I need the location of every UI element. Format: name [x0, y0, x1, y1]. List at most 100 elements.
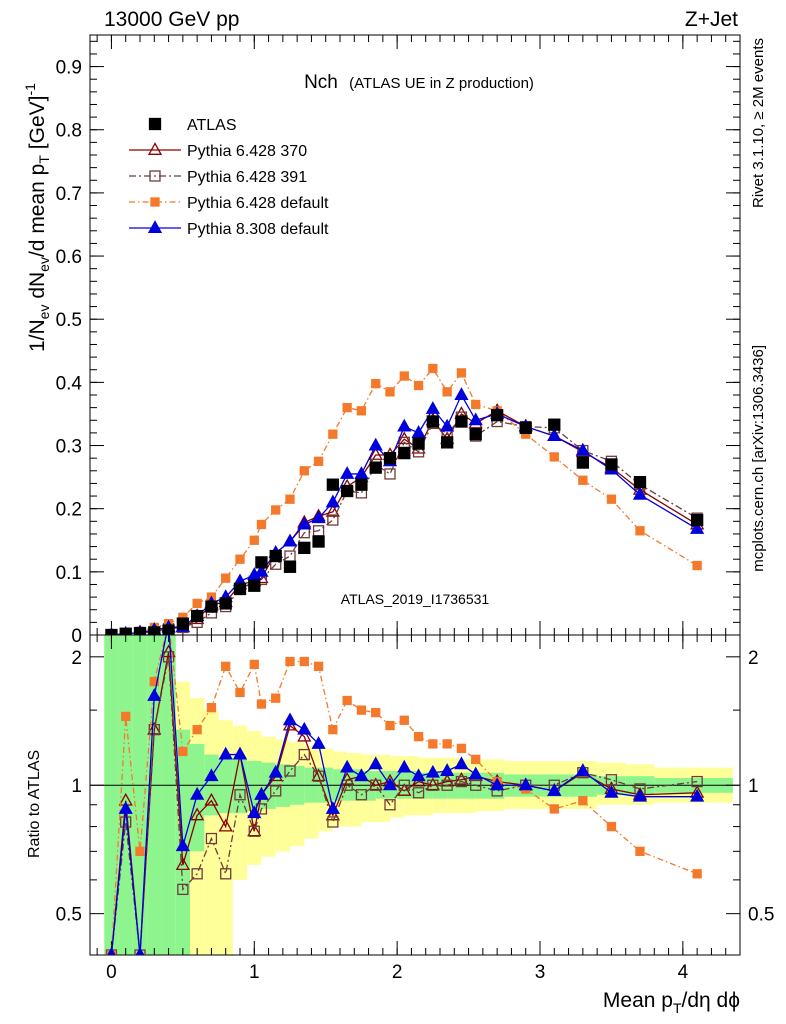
ratio-point [107, 947, 116, 955]
data-point [690, 521, 705, 534]
data-point [219, 597, 232, 610]
main-y-tick-label: 0.9 [56, 58, 82, 79]
data-point [356, 406, 367, 416]
ratio-point [411, 768, 426, 782]
band-green-bin [232, 759, 248, 814]
ratio-point [342, 695, 352, 706]
ratio-y-tick-label-right: 1 [748, 776, 759, 797]
data-point [282, 533, 298, 547]
data-point [248, 579, 261, 592]
main-y-tick-label: 0.1 [56, 563, 82, 584]
ratio-point [456, 743, 467, 754]
ratio-y-tick-label: 0.5 [56, 905, 82, 926]
x-tick-label: 2 [392, 962, 403, 983]
series-line [111, 410, 698, 635]
ratio-point [135, 947, 145, 955]
ratio-point [412, 787, 425, 799]
ratio-point [382, 777, 398, 791]
data-point [440, 436, 454, 449]
legend-label: Pythia 8.308 default [187, 221, 329, 238]
ratio-point [268, 764, 283, 778]
ratio-point [368, 777, 383, 791]
data-point [575, 442, 590, 456]
ratio-point [121, 711, 131, 722]
ratio-point [384, 799, 396, 811]
ratio-point [161, 644, 176, 658]
ratio-point [385, 720, 395, 731]
ratio-point [427, 779, 439, 791]
chart-title: Nch (ATLAS UE in Z production) [304, 72, 534, 93]
ratio-point [254, 786, 269, 800]
ratio-point [549, 804, 559, 814]
analysis-label: ATLAS_2019_I1736531 [341, 591, 490, 607]
ratio-point [282, 712, 298, 726]
ratio-point [312, 770, 325, 782]
data-point [190, 609, 204, 623]
data-point [233, 582, 247, 596]
data-point [385, 387, 395, 397]
main-y-tick-label: 0.3 [56, 437, 82, 458]
data-point [692, 560, 702, 571]
ratio-point [218, 746, 233, 760]
data-point [235, 554, 245, 564]
ratio-point [606, 821, 617, 832]
legend-item-pythia-6-428-391: Pythia 6.428 391 [129, 169, 307, 186]
ratio-point [397, 759, 412, 773]
ratio-point [327, 816, 339, 828]
data-point [369, 461, 382, 474]
band-green-bin [118, 635, 133, 955]
data-point [205, 600, 218, 613]
legend-marker [148, 117, 162, 131]
data-point [578, 475, 588, 485]
ratio-point [256, 699, 267, 709]
ratio-point [354, 768, 369, 782]
ratio-point [313, 661, 324, 671]
ratio-point [690, 788, 705, 802]
data-point [383, 452, 397, 465]
ratio-point [192, 724, 202, 735]
data-point [311, 510, 326, 524]
ratio-point [232, 746, 248, 760]
ratio-point [297, 721, 312, 735]
band-green-bin [104, 635, 119, 955]
data-point [192, 598, 202, 609]
ratio-point [341, 779, 353, 791]
series-line [111, 393, 698, 635]
ratio-point [190, 786, 205, 800]
ratio-y-tick-label: 1 [71, 776, 82, 797]
ratio-line [110, 652, 698, 955]
ratio-point [247, 805, 262, 819]
data-point [249, 535, 259, 545]
data-point [690, 513, 704, 527]
header-process: Z+Jet [685, 8, 738, 31]
series-line [111, 367, 698, 635]
ratio-y-tick-label-right: 2 [748, 648, 759, 669]
ratio-point [398, 779, 410, 791]
data-point [547, 428, 562, 442]
legend-marker [147, 220, 163, 233]
ratio-point [247, 823, 262, 837]
legend-label: ATLAS [187, 117, 237, 134]
ratio-point [340, 759, 355, 773]
ratio-point [425, 764, 440, 778]
data-point [176, 617, 190, 630]
ratio-line [110, 656, 698, 955]
ratio-point [328, 724, 338, 735]
data-point [298, 541, 311, 554]
data-point [313, 456, 324, 466]
legend-item-pythia-6-428-default: Pythia 6.428 default [129, 195, 329, 212]
data-point [398, 446, 411, 460]
data-point [411, 425, 426, 438]
band-green-bin [132, 635, 148, 955]
ratio-point [204, 792, 219, 806]
data-point [284, 550, 296, 562]
legend-marker [150, 197, 160, 207]
data-point [413, 380, 424, 391]
ratio-frame [89, 634, 741, 956]
legend-marker [147, 142, 163, 155]
ratio-series [105, 635, 705, 955]
data-point [455, 415, 468, 428]
data-point [312, 535, 325, 548]
x-tick-label: 3 [535, 962, 546, 983]
ratio-point [413, 731, 424, 742]
